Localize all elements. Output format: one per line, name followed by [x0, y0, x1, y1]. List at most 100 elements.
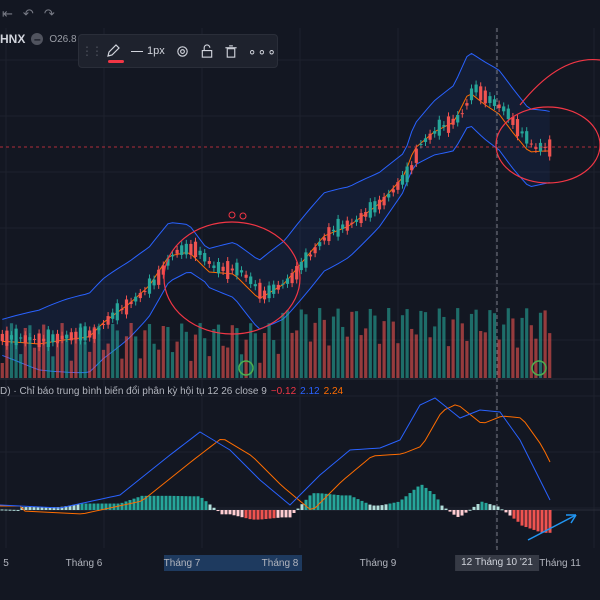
- volume-bar: [203, 338, 207, 378]
- drawn-ellipse: [163, 221, 301, 335]
- volume-bar: [304, 314, 308, 378]
- candle-body: [492, 99, 497, 106]
- candle-body: [88, 330, 92, 338]
- volume-bar: [83, 341, 87, 378]
- candle-body: [55, 333, 60, 344]
- candle-body: [203, 253, 207, 262]
- volume-bar: [322, 319, 326, 378]
- candle-body: [290, 272, 294, 284]
- candle-body: [308, 254, 313, 257]
- macd-histogram-bar: [192, 496, 196, 510]
- candle-body: [198, 250, 202, 255]
- macd-histogram-bar: [452, 510, 456, 515]
- volume-bar: [170, 352, 175, 378]
- macd-histogram-bar: [504, 510, 508, 513]
- volume-bar: [492, 313, 497, 378]
- line-width-button[interactable]: 1px: [131, 39, 165, 63]
- macd-histogram-bar: [136, 497, 140, 510]
- macd-histogram-bar: [416, 486, 420, 510]
- volume-bar: [281, 312, 285, 378]
- volume-bar: [483, 332, 487, 378]
- volume-bar: [138, 358, 142, 378]
- macd-histogram-bar: [296, 508, 300, 510]
- candle-body: [525, 131, 529, 144]
- candle-body: [488, 96, 492, 103]
- macd-histogram-bar: [244, 510, 248, 519]
- lock-icon[interactable]: [200, 39, 214, 63]
- macd-histogram-bar: [132, 498, 136, 510]
- marker-circle: [238, 360, 254, 376]
- volume-bar: [5, 333, 9, 378]
- volume-bar: [189, 360, 193, 378]
- volume-bar: [327, 345, 331, 378]
- candle-body: [152, 279, 156, 286]
- undo-icon[interactable]: ↶: [22, 6, 34, 21]
- drag-handle-icon[interactable]: ⋮⋮: [81, 44, 103, 58]
- top-bar: ⇤ ↶ ↷: [0, 0, 600, 28]
- candle-body: [32, 338, 37, 340]
- trash-icon[interactable]: [224, 39, 238, 63]
- candle-body: [19, 337, 23, 339]
- candle-body: [405, 166, 409, 183]
- collapse-icon[interactable]: ⇤: [2, 6, 13, 21]
- candle-body: [221, 266, 225, 271]
- candle-body: [37, 333, 41, 348]
- candle-body: [262, 290, 267, 300]
- volume-bar: [23, 327, 27, 378]
- macd-histogram-bar: [276, 510, 280, 518]
- candle-body: [382, 196, 386, 206]
- gear-icon[interactable]: [175, 39, 190, 63]
- volume-bar: [543, 310, 547, 378]
- volume-bar: [111, 323, 115, 378]
- macd-histogram-bar: [260, 510, 264, 520]
- redo-icon[interactable]: ↷: [43, 6, 55, 21]
- macd-histogram-bar: [204, 501, 208, 510]
- bollinger-band-fill: [2, 53, 550, 373]
- volume-bar: [253, 333, 257, 378]
- candle-body: [253, 284, 257, 287]
- volume-bar: [350, 311, 354, 378]
- macd-histogram-bar: [80, 503, 84, 510]
- xaxis-tick: Tháng 11: [539, 558, 581, 569]
- line-width-label: 1px: [147, 45, 165, 57]
- macd-histogram-bar: [300, 504, 304, 510]
- macd-histogram-bar: [492, 505, 496, 510]
- macd-histogram-bar: [324, 493, 328, 510]
- volume-bar: [244, 339, 248, 378]
- candle-body: [138, 292, 142, 299]
- candle-body: [350, 222, 354, 224]
- macd-histogram-bar: [392, 502, 396, 510]
- volume-bar: [262, 333, 267, 378]
- macd-histogram-bar: [508, 510, 512, 516]
- volume-bar: [331, 316, 336, 378]
- drawing-toolbar: ⋮⋮ 1px ∘∘∘: [78, 34, 278, 68]
- macd-histogram-bar: [312, 493, 316, 510]
- macd-histogram-bar: [380, 505, 384, 510]
- macd-histogram-bar: [96, 503, 100, 510]
- candle-body: [5, 330, 9, 346]
- volume-bar: [405, 309, 409, 378]
- macd-histogram-bar: [520, 510, 524, 526]
- more-icon[interactable]: ∘∘∘: [247, 42, 278, 59]
- volume-bar: [520, 317, 524, 378]
- macd-histogram-bar: [456, 510, 460, 517]
- macd-histogram-bar: [264, 510, 268, 519]
- volume-bar: [515, 347, 520, 378]
- macd-histogram-bar: [440, 505, 444, 510]
- collapse-legend-icon[interactable]: –: [31, 33, 44, 45]
- volume-bar: [115, 330, 119, 378]
- pencil-icon[interactable]: [105, 39, 124, 63]
- candle-body: [433, 131, 437, 134]
- time-axis[interactable]: 5 Tháng 6 Tháng 7 Tháng 8 Tháng 9 Tháng …: [0, 552, 600, 576]
- candle-body: [97, 327, 101, 331]
- candle-body: [115, 303, 119, 321]
- macd-histogram-bar: [500, 509, 504, 511]
- symbol-name[interactable]: HNX: [0, 32, 26, 46]
- volume-bar: [456, 308, 460, 378]
- volume-bar: [258, 362, 262, 378]
- macd-histogram-bar: [284, 510, 288, 518]
- candle-body: [341, 224, 345, 229]
- macd-histogram-bar: [524, 510, 528, 528]
- volume-bar: [391, 321, 395, 378]
